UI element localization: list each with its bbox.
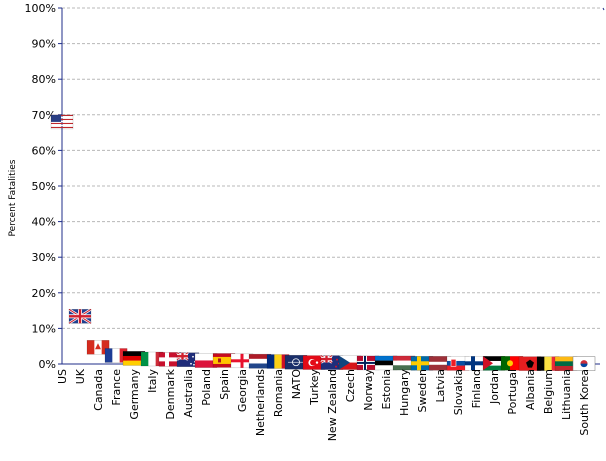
x-tick-label: Netherlands [254,369,267,436]
y-tick-label: 70% [32,109,56,122]
flag-nato-icon [284,354,308,370]
x-tick-label: Albania [524,369,537,410]
grid-layer [62,7,600,329]
flag-albania-icon [518,356,542,371]
y-tick-label: 100% [25,2,56,15]
x-tick-label: Lithuania [560,369,573,420]
x-tick-label: Denmark [164,368,177,419]
flag-sweden-icon [410,356,434,371]
data-point [518,356,542,371]
flag-jordan-icon [482,356,506,371]
x-tick-label: Italy [146,369,159,393]
x-tick-label: Jordan [488,369,501,405]
y-tick-label: 60% [32,144,56,157]
x-tick-label: Romania [272,369,285,417]
x-tick-label: South Korea [578,369,591,436]
y-tick-label: 50% [32,180,56,193]
data-point [68,308,92,325]
x-tick-label: Poland [200,369,213,406]
x-tick-label: Norway [362,369,375,411]
data-point [320,354,344,370]
x-tick-label: Canada [92,369,105,411]
data-point [284,354,308,370]
data-point [86,340,110,355]
x-tick-label: Czech [344,369,357,402]
flag-uk-icon [68,308,92,325]
y-tick-label: 0% [39,358,56,371]
x-tick-label: Estonia [380,369,393,410]
markers [50,114,596,371]
x-tick-label: Germany [128,369,141,420]
x-tick-label: Turkey [308,369,321,406]
x-tick-label: Georgia [236,369,249,412]
x-tick-label: US [56,369,69,384]
y-ticks: 0% 10% 20% 30% 40% 50% 60% 70% 80% 90% 100% [25,2,62,371]
flag-new-zealand-icon [320,354,344,370]
x-tick-label: Belgium [542,369,555,414]
y-axis-label: Percent Fatalities [8,159,18,236]
y-tick-label: 20% [32,287,56,300]
data-point [50,114,74,130]
x-tick-label: Sweden [416,369,429,412]
x-tick-label: NATO [290,369,303,400]
x-tick-label: Portugal [506,369,519,415]
flag-us-icon [50,114,74,130]
data-point [410,356,434,371]
y-tick-label: 80% [32,73,56,86]
flag-australia-icon [176,351,200,367]
data-point [572,356,596,371]
data-point [176,351,200,367]
x-tick-label: UK [74,368,87,384]
x-tick-label: France [110,369,123,406]
y-tick-label: 30% [32,251,56,264]
x-tick-label: Finland [470,369,483,408]
x-tick-label: Hungary [398,369,411,416]
data-point [482,356,506,371]
y-tick-label: 10% [32,322,56,335]
x-tick-label: Spain [218,369,231,400]
y-tick-label: 90% [32,38,56,51]
y-tick-label: 40% [32,216,56,229]
x-tick-label: Latvia [434,369,447,403]
data-point [464,356,488,371]
flag-finland-icon [464,356,488,371]
flag-south-korea-icon [572,356,596,371]
x-labels: US UK Canada France Germany Italy Denmark Austr… [56,368,591,441]
x-tick-label: Australia [182,369,195,418]
axis-end-mark [602,7,605,11]
flag-canada-icon [86,340,110,355]
x-tick-label: New Zealand [326,369,339,441]
x-tick-label: Slovakia [452,369,465,415]
